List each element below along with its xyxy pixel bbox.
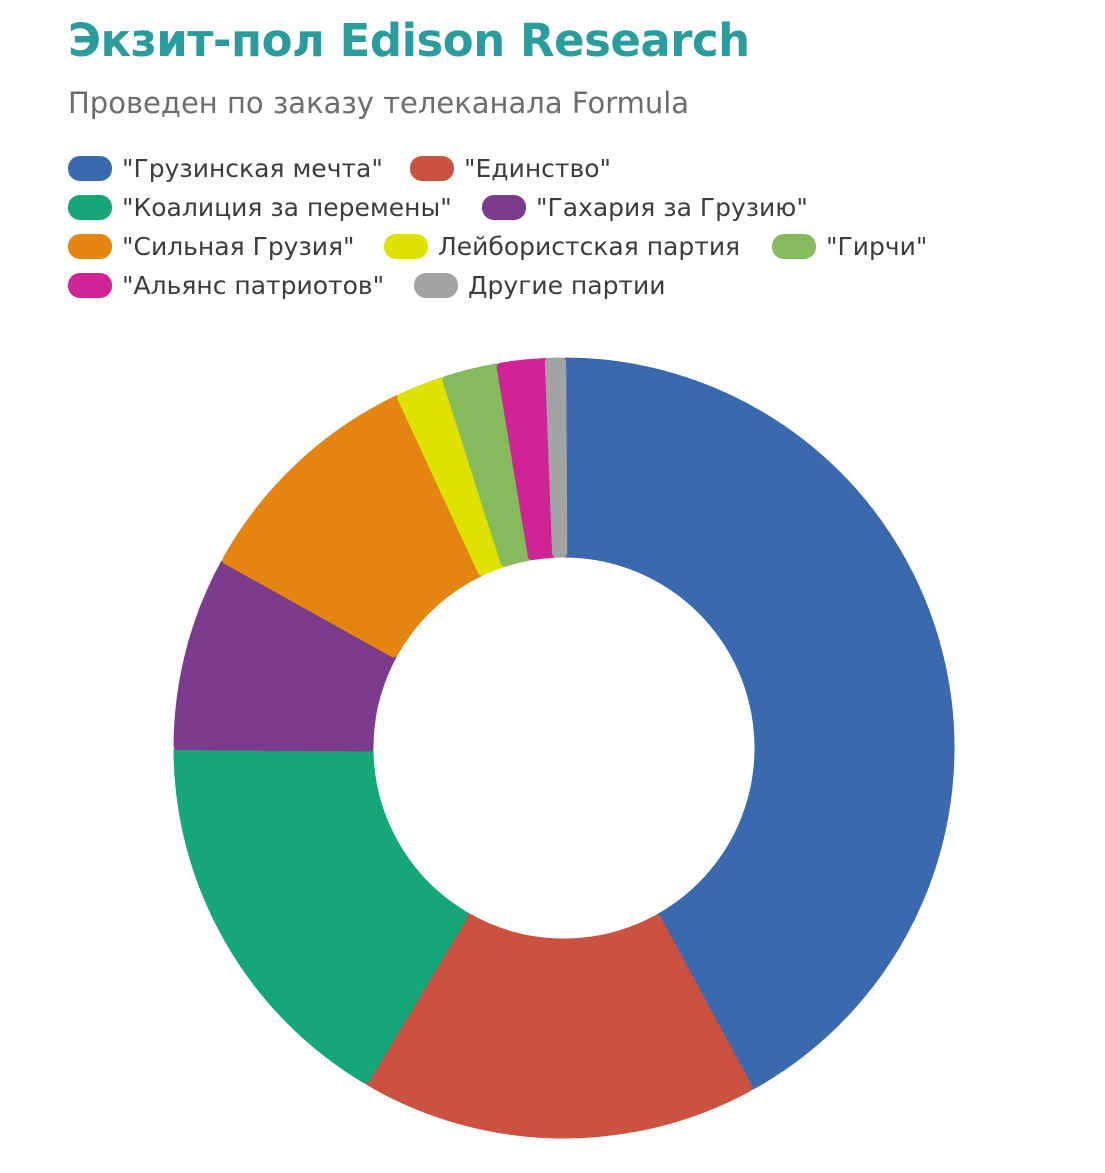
legend-swatch: [68, 233, 112, 259]
legend-item-other-parties[interactable]: Другие партии: [414, 267, 666, 303]
donut-slice-3[interactable]: "Гахария за Грузию": 8: [173, 559, 398, 752]
legend-label: "Сильная Грузия": [122, 231, 355, 261]
chart-title: Экзит-пол Edison Research: [68, 14, 750, 67]
legend-swatch: [772, 233, 816, 259]
legend-item-strong-georgia[interactable]: "Сильная Грузия": [68, 228, 355, 264]
donut-slice-4[interactable]: "Сильная Грузия": 10: [222, 395, 485, 658]
legend-item-girchi[interactable]: "Гирчи": [772, 228, 927, 264]
legend-row: "Коалиция за перемены" "Гахария за Грузи…: [68, 189, 1068, 228]
chart-legend: "Грузинская мечта" "Единство" "Коалиция …: [68, 150, 1068, 306]
legend-item-gakharia-for-georgia[interactable]: "Гахария за Грузию": [482, 189, 808, 225]
donut-slice-0[interactable]: "Грузинская мечта": 42: [560, 357, 955, 1090]
legend-swatch: [482, 194, 526, 220]
legend-label: "Коалиция за перемены": [122, 192, 452, 222]
legend-swatch: [410, 155, 454, 181]
donut-slice-1[interactable]: "Единство": 16.5: [365, 911, 753, 1139]
legend-swatch: [68, 272, 112, 298]
donut-slice-8[interactable]: Другие партии: 0.7: [544, 357, 568, 558]
legend-swatch: [414, 272, 458, 298]
legend-label: "Гирчи": [826, 231, 928, 261]
legend-item-unity[interactable]: "Единство": [410, 150, 611, 186]
legend-swatch: [68, 194, 112, 220]
legend-row: "Сильная Грузия" Лейбористская партия "Г…: [68, 228, 1068, 267]
legend-label: "Альянс патриотов": [122, 270, 385, 300]
legend-label: Лейбористская партия: [438, 231, 741, 261]
legend-item-labour-party[interactable]: Лейбористская партия: [384, 228, 740, 264]
legend-item-georgian-dream[interactable]: "Грузинская мечта": [68, 150, 383, 186]
donut-slice-2[interactable]: "Коалиция за перемены": 16.5: [173, 744, 469, 1084]
legend-label: "Гахария за Грузию": [536, 192, 808, 222]
chart-subtitle: Проведен по заказу телеканала Formula: [68, 86, 690, 120]
legend-label: Другие партии: [468, 270, 666, 300]
legend-row: "Грузинская мечта" "Единство": [68, 150, 1068, 189]
legend-row: "Альянс патриотов" Другие партии: [68, 267, 1068, 306]
legend-label: "Грузинская мечта": [122, 153, 383, 183]
legend-swatch: [68, 155, 112, 181]
legend-item-coalition-for-change[interactable]: "Коалиция за перемены": [68, 189, 452, 225]
legend-label: "Единство": [464, 153, 612, 183]
legend-swatch: [384, 233, 428, 259]
legend-item-alliance-of-patriots[interactable]: "Альянс патриотов": [68, 267, 384, 303]
